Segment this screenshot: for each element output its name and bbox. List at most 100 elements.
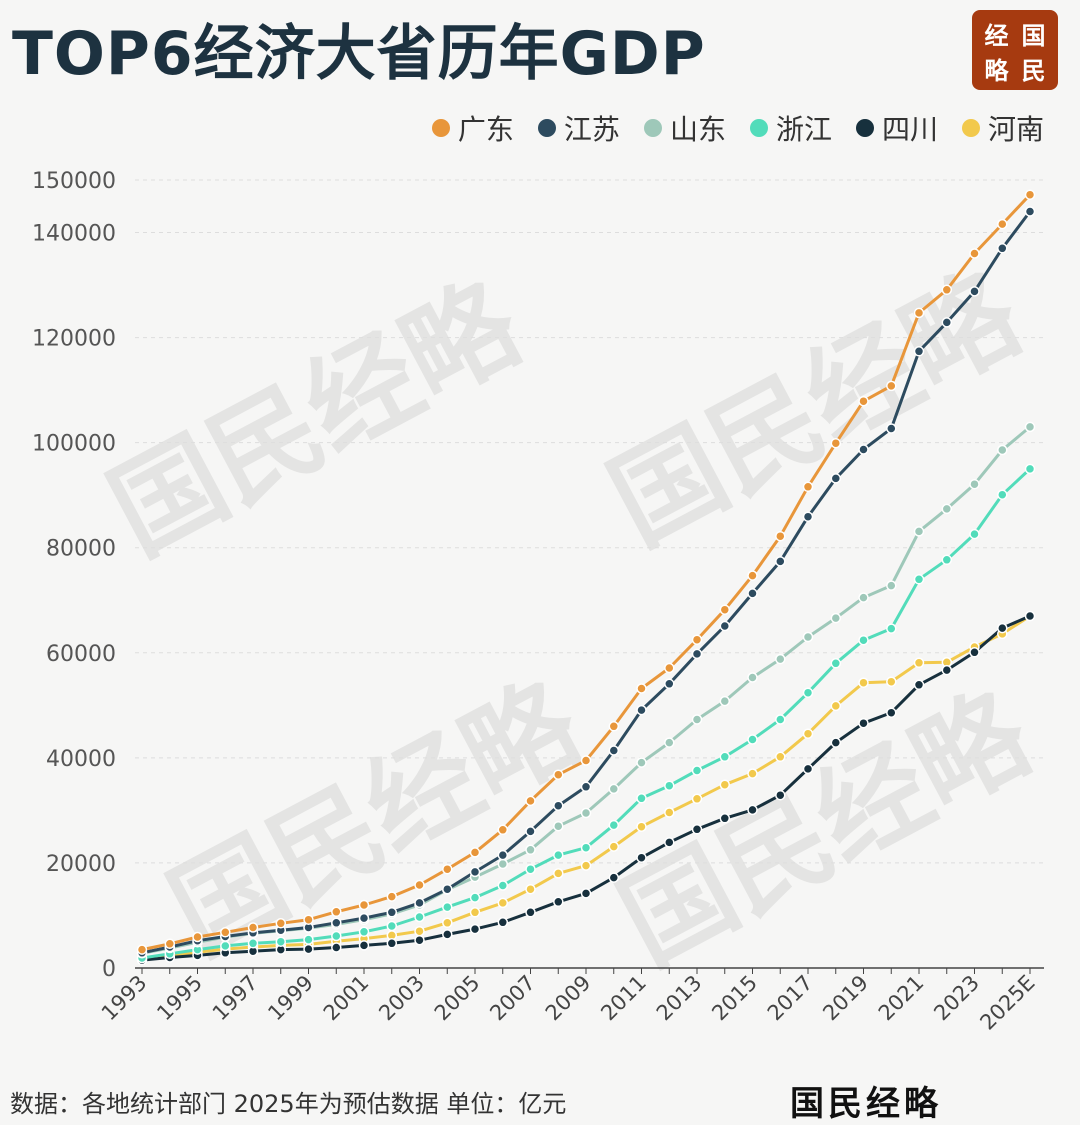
data-point bbox=[941, 664, 953, 676]
x-tick-label: 2017 bbox=[763, 971, 818, 1026]
data-point bbox=[747, 672, 758, 683]
data-point bbox=[553, 849, 564, 861]
data-point bbox=[414, 911, 425, 923]
data-point bbox=[331, 942, 342, 953]
data-point bbox=[719, 604, 731, 615]
x-tick-label: 2007 bbox=[485, 971, 540, 1026]
legend-item-zhejiang[interactable]: 浙江 bbox=[749, 108, 832, 148]
data-point bbox=[969, 528, 980, 540]
data-point bbox=[830, 737, 842, 748]
data-point bbox=[941, 503, 953, 515]
x-tick-label: 2019 bbox=[818, 971, 873, 1026]
data-point bbox=[580, 860, 592, 871]
legend-label: 广东 bbox=[457, 113, 514, 146]
legend-item-guangdong[interactable]: 广东 bbox=[431, 108, 514, 148]
data-point bbox=[664, 678, 675, 690]
legend-item-henan[interactable]: 河南 bbox=[961, 108, 1044, 148]
data-point bbox=[442, 917, 453, 929]
legend-item-sichuan[interactable]: 四川 bbox=[855, 108, 938, 148]
data-point bbox=[164, 938, 176, 950]
data-point bbox=[608, 745, 620, 756]
data-point bbox=[969, 286, 980, 297]
data-point bbox=[358, 912, 370, 924]
data-point bbox=[469, 907, 481, 918]
data-point bbox=[220, 940, 231, 952]
data-point bbox=[775, 751, 786, 763]
data-point bbox=[830, 473, 842, 484]
data-point bbox=[580, 755, 592, 766]
legend-item-jiangsu[interactable]: 江苏 bbox=[537, 108, 620, 148]
data-point bbox=[858, 592, 869, 603]
y-tick-label: 80000 bbox=[46, 537, 116, 562]
data-point bbox=[580, 781, 592, 793]
data-point bbox=[1024, 610, 1036, 622]
y-tick-label: 0 bbox=[102, 957, 116, 982]
legend-dot bbox=[961, 119, 980, 137]
data-point bbox=[830, 700, 842, 712]
data-point bbox=[802, 481, 814, 493]
data-point bbox=[941, 317, 953, 328]
data-point bbox=[691, 648, 703, 660]
data-point bbox=[331, 917, 342, 929]
data-point bbox=[691, 714, 703, 725]
data-point bbox=[469, 847, 481, 858]
data-point bbox=[886, 707, 897, 718]
data-point bbox=[664, 837, 675, 848]
data-point bbox=[386, 920, 398, 932]
data-point bbox=[802, 687, 814, 698]
data-point bbox=[525, 844, 536, 856]
data-point bbox=[886, 580, 897, 591]
data-point bbox=[802, 631, 814, 643]
data-point bbox=[747, 768, 758, 779]
data-point bbox=[913, 307, 925, 319]
data-point bbox=[719, 695, 731, 707]
data-point bbox=[941, 554, 953, 566]
data-point bbox=[969, 248, 980, 259]
data-point bbox=[497, 897, 509, 909]
data-point bbox=[580, 888, 592, 899]
data-point bbox=[1024, 189, 1036, 200]
data-point bbox=[913, 574, 925, 585]
data-point bbox=[664, 662, 675, 674]
data-point bbox=[608, 721, 620, 732]
data-point bbox=[858, 634, 869, 646]
x-tick-label: 2009 bbox=[541, 971, 596, 1026]
data-point bbox=[580, 807, 592, 819]
data-point bbox=[775, 556, 786, 567]
x-tick-label: 2021 bbox=[874, 971, 929, 1026]
data-point bbox=[608, 783, 620, 795]
legend-dot bbox=[537, 119, 556, 137]
data-point bbox=[802, 728, 814, 739]
y-tick-label: 120000 bbox=[32, 327, 116, 352]
data-point bbox=[525, 907, 536, 918]
data-point bbox=[719, 751, 731, 763]
data-point bbox=[830, 437, 842, 449]
data-point bbox=[858, 677, 869, 688]
series-line-浙江 bbox=[141, 467, 1032, 960]
data-point bbox=[275, 936, 287, 947]
legend-item-shandong[interactable]: 山东 bbox=[643, 108, 726, 148]
data-point bbox=[747, 570, 758, 581]
data-point bbox=[913, 679, 925, 691]
data-point bbox=[691, 765, 703, 776]
logo-char: 经 bbox=[984, 21, 1009, 50]
data-point bbox=[136, 944, 148, 955]
data-point bbox=[553, 820, 564, 832]
series-line-江苏 bbox=[141, 210, 1032, 955]
data-point bbox=[608, 819, 620, 831]
y-tick-label: 20000 bbox=[46, 852, 116, 877]
data-point bbox=[636, 821, 647, 832]
x-tick-label: 1999 bbox=[263, 971, 318, 1026]
data-point bbox=[747, 804, 758, 816]
data-point bbox=[886, 380, 897, 392]
data-point bbox=[497, 824, 509, 836]
data-point bbox=[553, 800, 564, 811]
y-tick-label: 140000 bbox=[32, 222, 116, 247]
legend-dot bbox=[749, 119, 768, 137]
legend-label: 四川 bbox=[881, 113, 938, 146]
data-point bbox=[997, 218, 1008, 230]
data-point bbox=[664, 807, 675, 818]
data-point bbox=[913, 657, 925, 669]
data-point bbox=[664, 737, 675, 748]
data-point bbox=[553, 769, 564, 780]
